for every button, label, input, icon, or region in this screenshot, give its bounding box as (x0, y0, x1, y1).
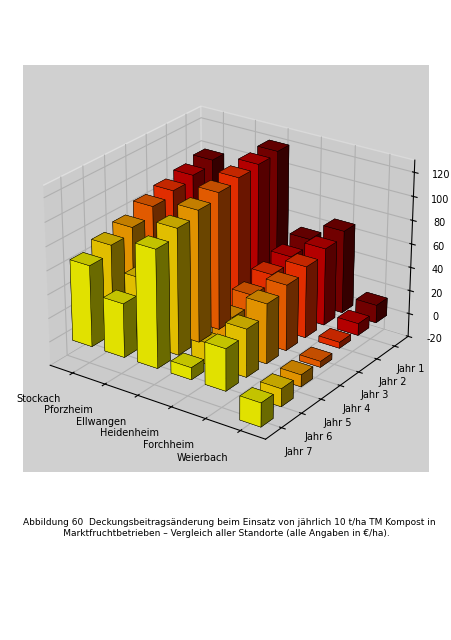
Text: Abbildung 60  Deckungsbeitragsänderung beim Einsatz von jährlich 10 t/ha TM Komp: Abbildung 60 Deckungsbeitragsänderung be… (23, 518, 434, 538)
